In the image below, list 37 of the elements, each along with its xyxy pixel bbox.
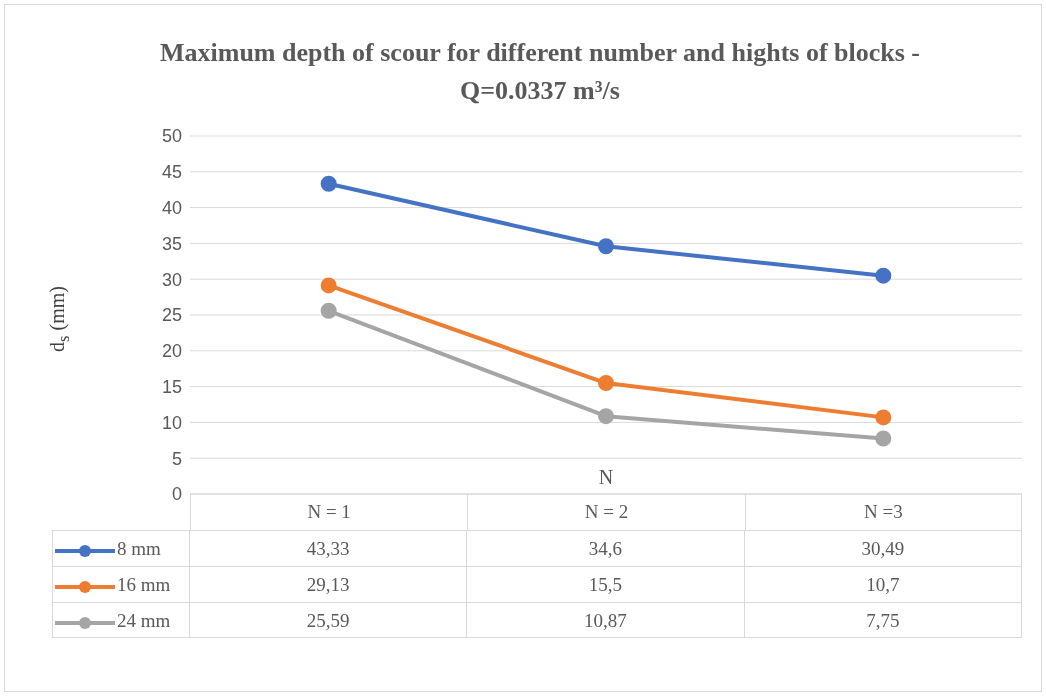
data-label: 15,5	[467, 566, 745, 602]
point	[320, 277, 337, 294]
data-label: 10,7	[744, 566, 1022, 602]
x-axis-title: N	[597, 466, 615, 489]
point	[598, 408, 614, 425]
y-tick-label: 20	[161, 341, 182, 362]
y-tick-label: 30	[161, 269, 182, 290]
y-tick-label: 10	[161, 412, 182, 433]
x-tick-label: N =3	[744, 494, 1022, 530]
data-label: 25,59	[190, 602, 468, 638]
y-tick-label: 35	[161, 233, 182, 254]
data-label: 10,87	[467, 602, 745, 638]
point	[875, 409, 892, 426]
data-label: 29,13	[190, 566, 468, 602]
y-tick-label: 15	[161, 376, 182, 397]
y-tick-label: 25	[161, 305, 182, 326]
point	[598, 238, 614, 255]
legend-label: 8 mm	[52, 530, 190, 566]
data-label: 43,33	[190, 530, 468, 566]
point	[875, 267, 892, 284]
legend-label: 24 mm	[52, 602, 190, 638]
y-tick-label: 40	[161, 197, 182, 218]
data-label: 30,49	[744, 530, 1022, 566]
y-tick-label: 45	[161, 162, 182, 183]
data-label: 7,75	[744, 602, 1022, 638]
data-label: 34,6	[467, 530, 745, 566]
point	[320, 302, 337, 319]
y-tick-label: 50	[161, 126, 182, 147]
x-tick-label: N = 1	[190, 494, 468, 530]
y-tick-label: 0	[171, 484, 182, 505]
chart-title: Maximum depth of scour for different number and hights of blocks - Q=0.0337 m³/s	[158, 37, 922, 107]
point	[320, 175, 337, 192]
y-tick-label: 5	[171, 448, 182, 469]
point	[598, 375, 614, 392]
x-tick-label: N = 2	[467, 494, 745, 530]
point	[875, 430, 892, 447]
legend-label: 16 mm	[52, 566, 190, 602]
